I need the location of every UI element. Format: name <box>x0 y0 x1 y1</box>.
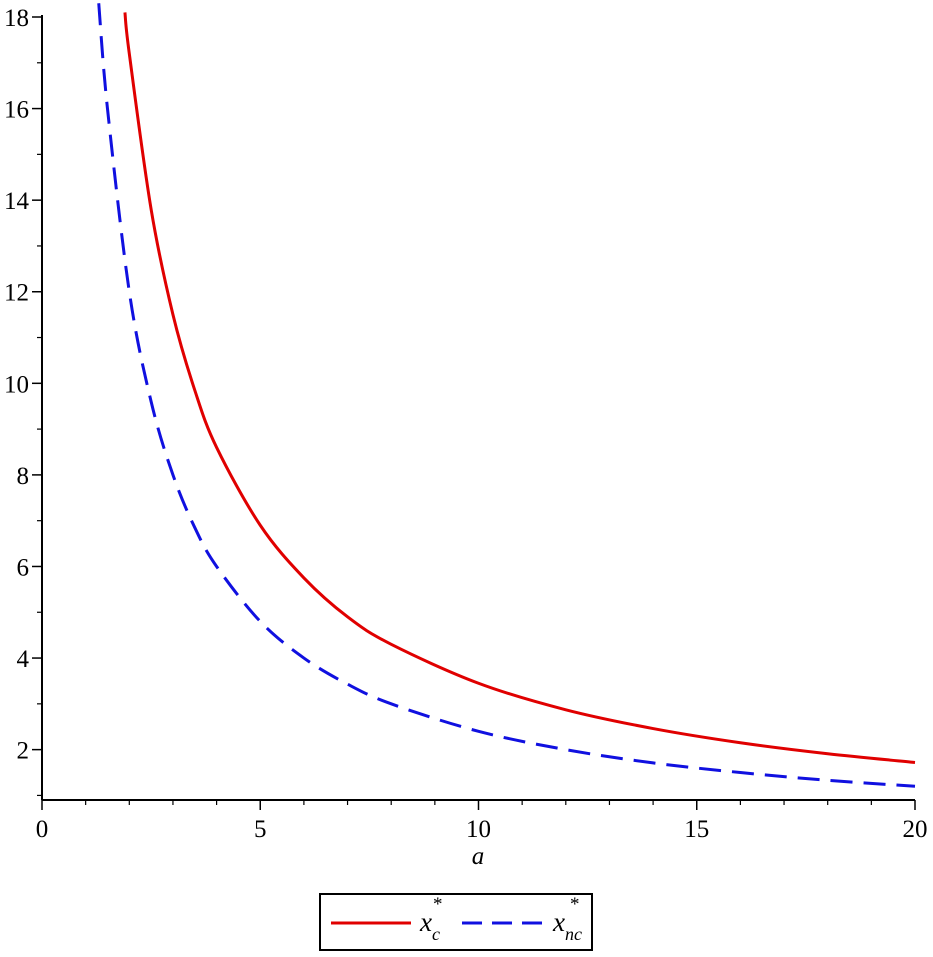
y-tick-label: 10 <box>4 371 29 398</box>
x-axis-title: a <box>472 843 485 870</box>
series-line-xc <box>123 12 916 764</box>
y-tick-label: 2 <box>17 738 30 765</box>
y-tick-label: 12 <box>4 280 29 307</box>
x-tick-label: 5 <box>254 816 267 843</box>
x-tick-label: 0 <box>36 816 49 843</box>
x-tick-label: 20 <box>903 816 928 843</box>
y-tick-label: 8 <box>17 463 30 490</box>
legend: xc* xnc* <box>319 893 593 951</box>
x-tick-label: 15 <box>684 816 709 843</box>
series-line-xnc <box>97 3 916 788</box>
y-tick-label: 16 <box>4 97 29 124</box>
legend-label: xnc* <box>552 894 582 944</box>
y-tick-label: 18 <box>4 5 29 32</box>
ticks: 0 5 10 15 20 2 4 6 8 10 12 14 16 18 <box>4 5 928 843</box>
legend-label: xc* <box>419 894 443 944</box>
legend-box <box>319 893 593 951</box>
y-tick-label: 14 <box>4 188 30 215</box>
curves <box>97 3 916 788</box>
y-tick-label: 4 <box>17 646 30 673</box>
x-tick-label: 10 <box>466 816 491 843</box>
y-tick-label: 6 <box>17 554 30 581</box>
